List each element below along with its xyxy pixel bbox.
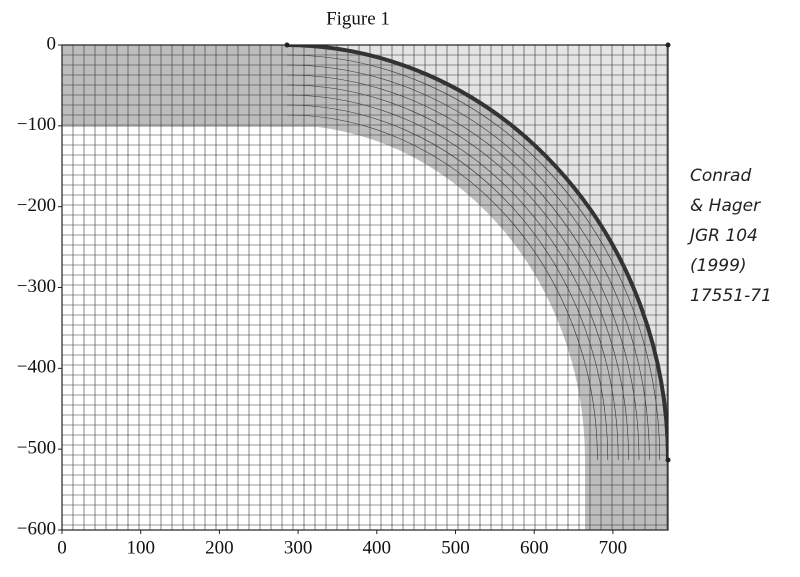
slab-annulus	[287, 45, 668, 530]
x-tick-label: 100	[126, 537, 155, 558]
node	[665, 457, 671, 463]
x-tick-label: 700	[599, 537, 628, 558]
outer-region	[287, 45, 668, 460]
mesh-lines	[62, 45, 668, 530]
note-line: Conrad	[690, 166, 751, 186]
note-line: (1999)	[690, 256, 747, 276]
y-tick-label: −100	[17, 114, 56, 135]
handwritten-note: Conrad & Hager JGR 104 (1999) 17551-71	[687, 166, 772, 306]
y-tick-label: 0	[47, 33, 57, 54]
figure-title: Figure 1	[326, 8, 390, 29]
y-tick-label: −600	[17, 518, 56, 539]
y-tick-label: −200	[17, 195, 56, 216]
x-tick-label: 400	[363, 537, 392, 558]
slab-boundary	[286, 45, 668, 461]
x-tick-label: 600	[520, 537, 549, 558]
y-tick-label: −500	[17, 438, 56, 459]
mesh	[62, 45, 668, 530]
mesh-arc	[286, 64, 650, 461]
x-tick-label: 300	[284, 537, 313, 558]
y-tick-label: −300	[17, 276, 56, 297]
x-tick-label: 0	[57, 537, 67, 558]
node	[284, 42, 290, 48]
mesh-arc	[286, 54, 661, 461]
mesh-arc	[286, 104, 609, 461]
node	[665, 42, 671, 48]
mesh-arc	[286, 114, 598, 461]
mesh-arc	[286, 84, 629, 461]
mesh-arc	[286, 74, 640, 461]
note-line: & Hager	[690, 196, 761, 216]
mesh-arc	[286, 94, 619, 461]
x-tick-label: 200	[205, 537, 234, 558]
note-line: JGR 104	[687, 226, 758, 246]
y-tick-label: −400	[17, 357, 56, 378]
x-tick-label: 500	[441, 537, 470, 558]
note-line: 17551-71	[690, 286, 772, 306]
